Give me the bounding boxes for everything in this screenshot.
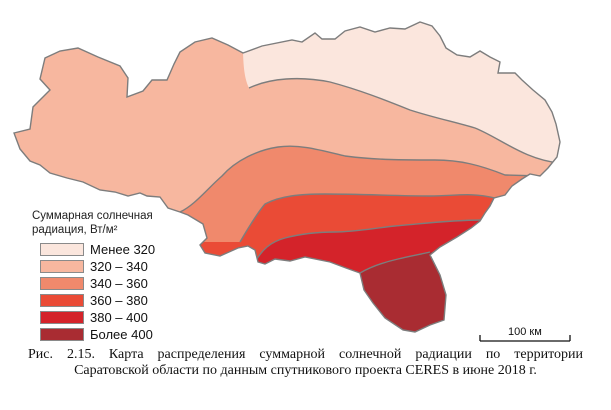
legend-label: Более 400 <box>90 327 153 342</box>
legend-label: 380 – 400 <box>90 310 148 325</box>
legend-swatch <box>40 243 84 256</box>
isoline-360 <box>239 193 496 243</box>
legend-item: 340 – 360 <box>40 275 155 292</box>
caption-line2: Саратовской области по данным спутниково… <box>74 363 537 378</box>
isoline-320 <box>248 77 560 164</box>
legend-label: 320 – 340 <box>90 259 148 274</box>
legend: Менее 320 320 – 340 340 – 360 360 – 380 … <box>40 241 155 343</box>
legend-label: Менее 320 <box>90 242 156 257</box>
legend-item: Более 400 <box>40 326 155 343</box>
legend-title-line2: радиация, Вт/м² <box>32 224 118 236</box>
legend-item: 320 – 340 <box>40 258 155 275</box>
isoline-340 <box>179 145 541 213</box>
legend-label: 340 – 360 <box>90 276 148 291</box>
scale-bar-label: 100 км <box>508 326 542 338</box>
legend-label: 360 – 380 <box>90 293 148 308</box>
legend-swatch <box>40 311 84 324</box>
figure-caption: Рис. 2.15. Карта распределения суммарной… <box>28 347 583 379</box>
legend-swatch <box>40 294 84 307</box>
isoline-400 <box>359 251 431 274</box>
legend-swatch <box>40 277 84 290</box>
legend-item: 360 – 380 <box>40 292 155 309</box>
legend-item: Менее 320 <box>40 241 155 258</box>
scale-bar <box>479 335 571 342</box>
legend-title-line1: Суммарная солнечная <box>32 210 153 222</box>
zone-more-400 <box>340 252 560 332</box>
caption-line1: Рис. 2.15. Карта распределения суммарной… <box>28 347 583 362</box>
legend-item: 380 – 400 <box>40 309 155 326</box>
legend-swatch <box>40 260 84 273</box>
legend-swatch <box>40 328 84 341</box>
legend-title: Суммарная солнечная радиация, Вт/м² <box>32 209 153 237</box>
isoline-380 <box>254 219 483 263</box>
